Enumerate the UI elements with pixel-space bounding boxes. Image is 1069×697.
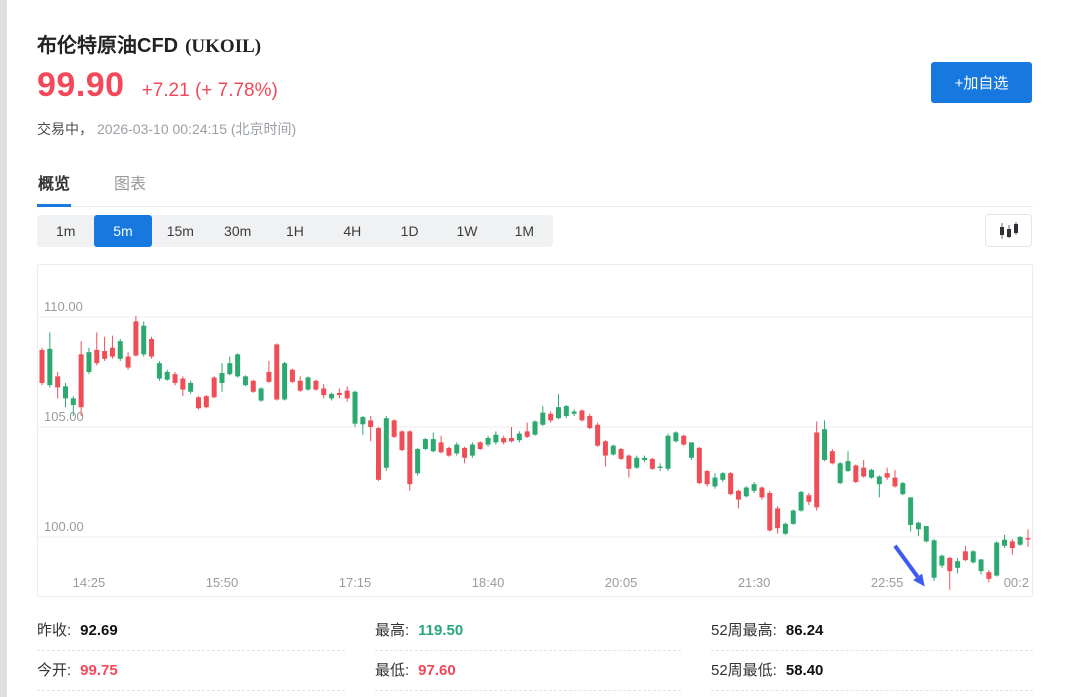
- quote-timestamp: 2026-03-10 00:24:15 (北京时间): [97, 121, 297, 137]
- svg-text:105.00: 105.00: [44, 409, 84, 424]
- interval-button-1D[interactable]: 1D: [381, 215, 438, 247]
- trading-status: 交易中，: [37, 121, 93, 137]
- price-section: 99.90 +7.21 (+ 7.78%): [37, 66, 278, 105]
- price-chart: 110.00 105.00 100.00 14:25 15:50 17:15 18:40 20…: [37, 264, 1033, 597]
- stat-value: 86.24: [785, 622, 824, 639]
- stat-prev-close: 昨收: 92.69: [37, 611, 345, 651]
- stat-label: 52周最高:: [711, 622, 777, 639]
- svg-text:00:2: 00:2: [1004, 575, 1029, 590]
- svg-text:22:55: 22:55: [871, 575, 904, 590]
- interval-button-5m[interactable]: 5m: [94, 215, 152, 247]
- stat-week52-high: 52周最高: 86.24: [711, 611, 1033, 651]
- stat-label: 52周最低:: [711, 662, 777, 679]
- left-window-edge: [0, 0, 7, 697]
- x-axis-labels: 14:25 15:50 17:15 18:40 20:05 21:30 22:55 00:2: [73, 575, 1029, 590]
- stat-open: 今开: 99.75: [37, 651, 345, 691]
- svg-text:14:25: 14:25: [73, 575, 106, 590]
- stat-label: 今开:: [37, 662, 72, 679]
- stat-value: 99.75: [80, 662, 118, 679]
- interval-button-4H[interactable]: 4H: [324, 215, 381, 247]
- svg-text:21:30: 21:30: [738, 575, 771, 590]
- instrument-symbol: (UKOIL): [185, 36, 262, 57]
- svg-text:15:50: 15:50: [206, 575, 239, 590]
- stat-week52-low: 52周最低: 58.40: [711, 651, 1033, 691]
- stat-label: 昨收:: [37, 622, 72, 639]
- instrument-name: 布伦特原油CFD: [37, 35, 179, 57]
- current-price: 99.90: [37, 66, 125, 104]
- quote-status-row: 交易中， 2026-03-10 00:24:15 (北京时间): [37, 119, 296, 139]
- stat-label: 最高:: [375, 622, 410, 639]
- interval-button-1H[interactable]: 1H: [266, 215, 323, 247]
- quote-stats-grid: 昨收: 92.69 最高: 119.50 52周最高: 86.24 今开: 99.75 最低: 9…: [37, 611, 1033, 691]
- stat-value: 92.69: [80, 622, 118, 639]
- tab-bar: 概览 图表: [37, 162, 1033, 207]
- svg-text:110.00: 110.00: [44, 299, 83, 314]
- trend-arrow-annotation: [893, 544, 925, 587]
- tab-overview[interactable]: 概览: [37, 162, 72, 207]
- interval-button-1W[interactable]: 1W: [438, 215, 495, 247]
- interval-button-1m[interactable]: 1m: [37, 215, 94, 247]
- stat-value: 119.50: [418, 622, 464, 639]
- interval-button-30m[interactable]: 30m: [209, 215, 266, 247]
- stat-high: 最高: 119.50: [375, 611, 681, 651]
- svg-text:18:40: 18:40: [472, 575, 505, 590]
- stat-label: 最低:: [375, 662, 410, 679]
- svg-text:20:05: 20:05: [605, 575, 638, 590]
- svg-text:100.00: 100.00: [44, 519, 84, 534]
- candles-group: [39, 315, 1031, 590]
- interval-toolbar: 1m 5m 15m 30m 1H 4H 1D 1W 1M: [37, 215, 553, 247]
- chart-type-button[interactable]: [985, 214, 1032, 247]
- svg-text:17:15: 17:15: [339, 575, 372, 590]
- stat-value: 97.60: [418, 662, 456, 679]
- add-watchlist-button[interactable]: +加自选: [931, 62, 1032, 103]
- y-axis-labels: 110.00 105.00 100.00: [44, 299, 84, 534]
- price-change: +7.21 (+ 7.78%): [141, 80, 278, 101]
- interval-button-15m[interactable]: 15m: [152, 215, 209, 247]
- stat-low: 最低: 97.60: [375, 651, 681, 691]
- page-title: 布伦特原油CFD (UKOIL): [37, 29, 261, 58]
- candlestick-chart-svg: 110.00 105.00 100.00 14:25 15:50 17:15 18:40 20…: [38, 299, 1032, 590]
- interval-button-1M[interactable]: 1M: [496, 215, 553, 247]
- candlestick-chart-icon: [999, 221, 1018, 239]
- tab-chart[interactable]: 图表: [114, 176, 147, 193]
- stat-value: 58.40: [785, 662, 824, 679]
